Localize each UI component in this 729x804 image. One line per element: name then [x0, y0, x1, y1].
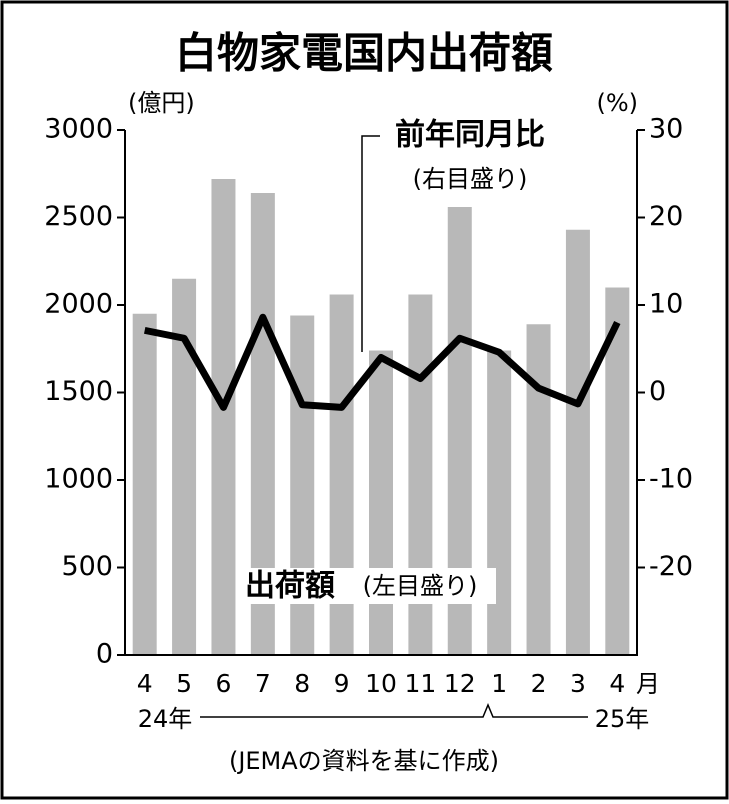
x-tick-label: 4 — [137, 669, 153, 698]
y2-tick-label: -20 — [649, 551, 693, 582]
y-unit: (億円) — [128, 89, 195, 117]
bar — [211, 179, 236, 655]
year-label: 24年 — [138, 705, 193, 733]
bar — [369, 350, 393, 655]
line-label: 前年同月比 — [395, 118, 545, 153]
y2-tick-label: -10 — [649, 464, 693, 495]
x-tick-label: 11 — [404, 669, 436, 698]
x-tick-label: 1 — [491, 669, 507, 698]
y-tick-label: 3000 — [44, 114, 113, 145]
line-axis-note: (右目盛り) — [413, 165, 528, 193]
x-unit: 月 — [636, 670, 660, 698]
y-tick-label: 2500 — [44, 201, 113, 232]
chart-title: 白物家電国内出荷額 — [175, 29, 553, 78]
y-tick-label: 0 — [96, 639, 113, 670]
year-bracket — [200, 703, 588, 718]
y2-tick-label: 20 — [649, 201, 683, 232]
y-tick-label: 500 — [61, 551, 113, 582]
y2-tick-label: 0 — [649, 376, 666, 407]
bar — [605, 287, 630, 655]
x-tick-label: 7 — [255, 669, 271, 698]
bar — [132, 313, 157, 655]
y-tick-label: 1500 — [44, 376, 113, 407]
x-tick-label: 4 — [609, 669, 625, 698]
bar — [290, 315, 315, 655]
bar-axis-note: (左目盛り) — [363, 572, 478, 600]
y2-unit: (%) — [596, 89, 638, 117]
y2-tick-label: 30 — [649, 114, 683, 145]
bar — [487, 350, 512, 655]
source: (JEMAの資料を基に作成) — [229, 747, 499, 775]
year-label: 25年 — [595, 705, 650, 733]
y-tick-label: 1000 — [44, 464, 113, 495]
x-tick-label: 10 — [365, 669, 397, 698]
label-backdrop — [236, 568, 496, 604]
x-tick-label: 6 — [216, 669, 232, 698]
y-tick-label: 2000 — [44, 289, 113, 320]
x-tick-label: 12 — [444, 669, 476, 698]
bar-label: 出荷額 — [245, 569, 335, 604]
bar — [526, 324, 551, 655]
leader-line — [361, 135, 380, 352]
x-tick-label: 3 — [570, 669, 586, 698]
x-tick-label: 5 — [176, 669, 192, 698]
x-tick-label: 8 — [294, 669, 310, 698]
line-series — [144, 313, 621, 411]
bar — [565, 229, 590, 655]
x-tick-label: 9 — [334, 669, 350, 698]
y2-tick-label: 10 — [649, 289, 683, 320]
x-tick-label: 2 — [531, 669, 547, 698]
